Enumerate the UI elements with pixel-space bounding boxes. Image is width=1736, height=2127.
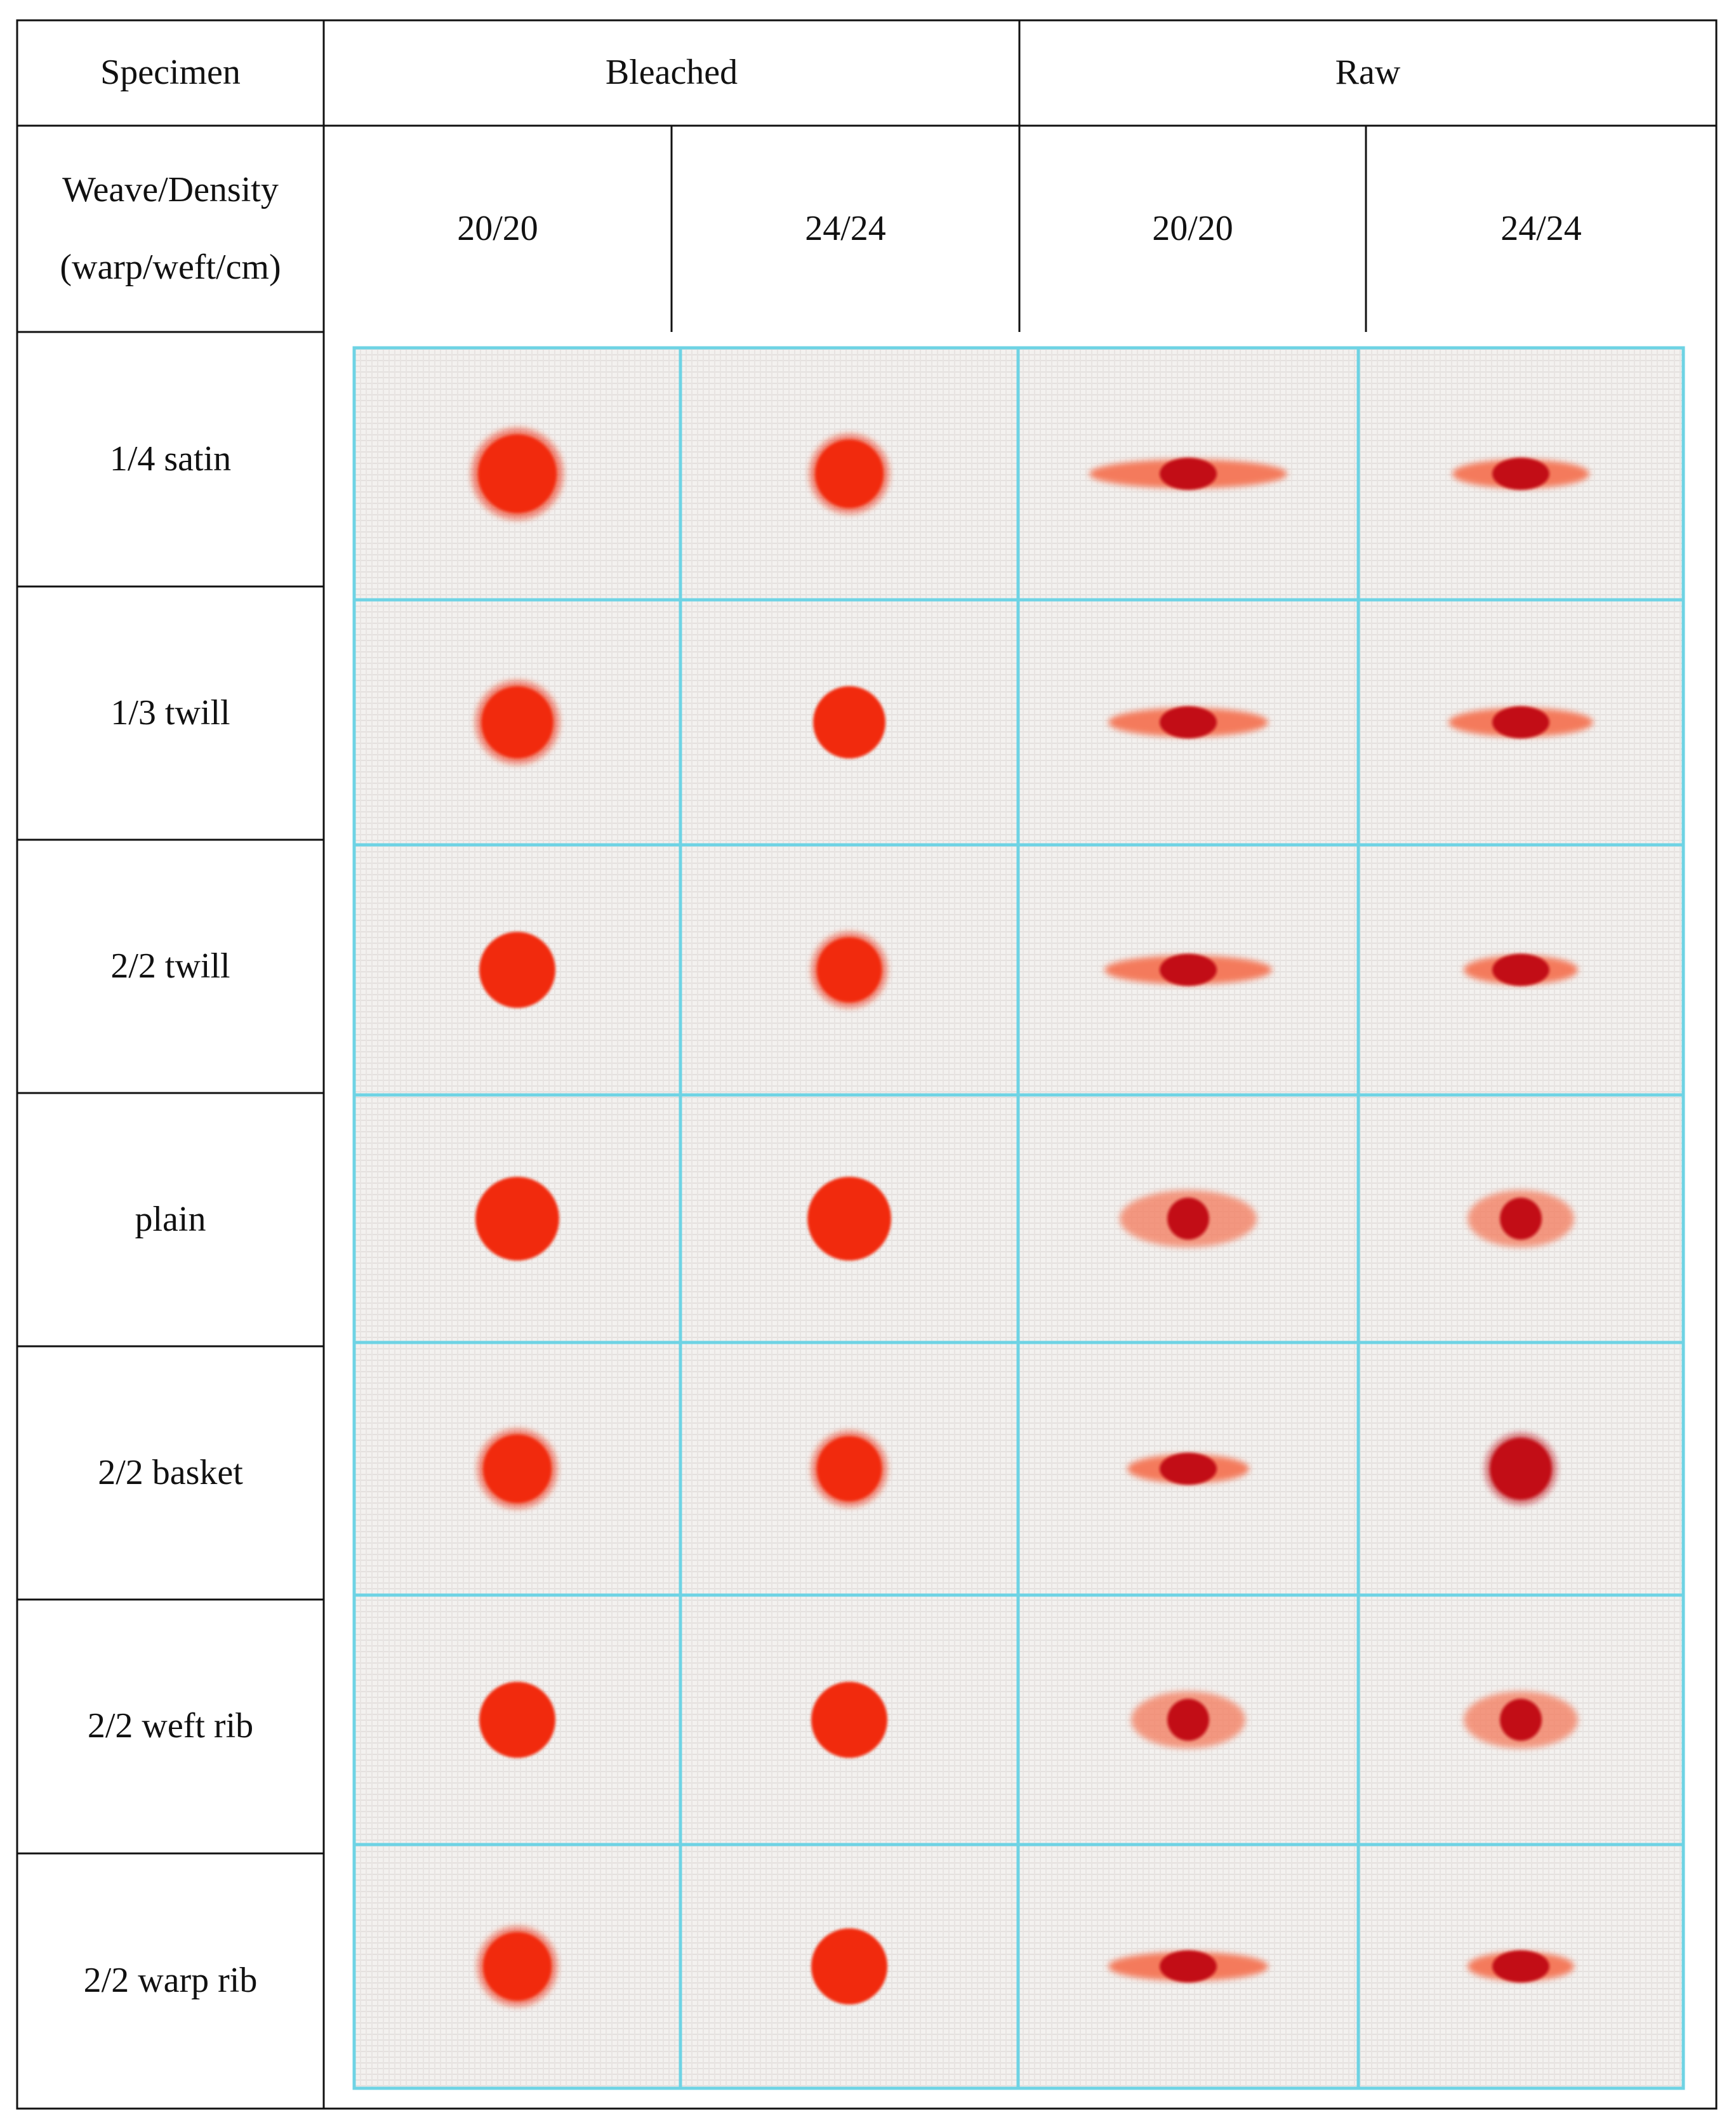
specimen-photo bbox=[1018, 1342, 1358, 1595]
row-label-2-2-twill: 2/2 twill bbox=[17, 840, 324, 1093]
specimen-photo bbox=[680, 1845, 1018, 2088]
stain-core bbox=[1167, 1699, 1209, 1741]
stain-core bbox=[1492, 706, 1549, 739]
weave-name: 2/2 basket bbox=[98, 1452, 243, 1492]
stain-core bbox=[1160, 458, 1217, 490]
row-label-weft-rib: 2/2 weft rib bbox=[17, 1600, 324, 1853]
specimen-photo bbox=[354, 348, 680, 600]
specimen-photo bbox=[354, 1595, 680, 1845]
stain-core bbox=[479, 1681, 555, 1758]
density-col-1-label: 20/20 bbox=[457, 208, 538, 248]
density-col-2-label: 24/24 bbox=[805, 208, 886, 248]
specimen-photo bbox=[354, 600, 680, 845]
stain-core bbox=[1492, 953, 1549, 986]
stain-core bbox=[816, 1436, 882, 1502]
density-col-4: 24/24 bbox=[1366, 126, 1716, 332]
weave-density-label: Weave/Density bbox=[62, 170, 279, 210]
bleached-header-label: Bleached bbox=[605, 53, 738, 93]
specimen-photo bbox=[1018, 600, 1358, 845]
density-col-1: 20/20 bbox=[324, 126, 672, 332]
specimen-photo bbox=[1358, 1845, 1683, 2088]
specimen-header-label: Specimen bbox=[100, 53, 241, 93]
specimen-photo bbox=[680, 1342, 1018, 1595]
specimen-photo bbox=[680, 1595, 1018, 1845]
density-col-4-label: 24/24 bbox=[1501, 208, 1582, 248]
stain-core bbox=[481, 686, 553, 759]
weave-name: 2/2 twill bbox=[110, 946, 230, 986]
stain-core bbox=[1500, 1198, 1542, 1240]
specimen-photo bbox=[680, 1095, 1018, 1342]
row-label-1-3-twill: 1/3 twill bbox=[17, 586, 324, 840]
bleached-header: Bleached bbox=[324, 20, 1019, 126]
specimen-photo bbox=[354, 1095, 680, 1342]
stain-core bbox=[1492, 458, 1549, 490]
row-label-plain: plain bbox=[17, 1093, 324, 1346]
stain-core bbox=[483, 1932, 552, 2001]
row-label-basket: 2/2 basket bbox=[17, 1346, 324, 1600]
stain-core bbox=[479, 932, 555, 1008]
specimen-photo bbox=[354, 1845, 680, 2088]
weave-name: 2/2 warp rib bbox=[83, 1961, 258, 2001]
weave-name: plain bbox=[135, 1199, 206, 1239]
weave-name: 1/3 twill bbox=[110, 692, 230, 732]
stain-core bbox=[1160, 953, 1217, 986]
row-label-warp-rib: 2/2 warp rib bbox=[17, 1853, 324, 2109]
stain-core bbox=[811, 1928, 887, 2004]
stain-core bbox=[1490, 1438, 1552, 1500]
specimen-photo bbox=[1018, 1595, 1358, 1845]
specimen-photo bbox=[680, 600, 1018, 845]
specimen-photo bbox=[680, 845, 1018, 1095]
specimen-photo bbox=[1018, 845, 1358, 1095]
weave-density-header: Weave/Density (warp/weft/cm) bbox=[17, 126, 324, 332]
stain-core bbox=[483, 1435, 552, 1503]
stain-core bbox=[1160, 1452, 1217, 1485]
stain-core bbox=[1160, 706, 1217, 739]
stain-core bbox=[816, 937, 882, 1003]
specimen-photo bbox=[354, 1342, 680, 1595]
specimen-photo bbox=[1358, 1095, 1683, 1342]
stain-core bbox=[1500, 1699, 1542, 1741]
stain-core bbox=[813, 686, 885, 759]
specimen-header: Specimen bbox=[17, 20, 324, 126]
row-label-satin: 1/4 satin bbox=[17, 332, 324, 586]
raw-header-label: Raw bbox=[1335, 53, 1401, 93]
specimen-photo bbox=[1358, 600, 1683, 845]
specimen-photo bbox=[1018, 1845, 1358, 2088]
specimen-photo bbox=[680, 348, 1018, 600]
specimen-photo bbox=[1358, 348, 1683, 600]
stain-core bbox=[815, 439, 884, 508]
density-col-3: 20/20 bbox=[1019, 126, 1366, 332]
raw-header: Raw bbox=[1019, 20, 1716, 126]
stain-core bbox=[1160, 1950, 1217, 1983]
stain-core bbox=[477, 434, 557, 514]
specimen-photo bbox=[1018, 1095, 1358, 1342]
specimen-photo bbox=[1358, 1595, 1683, 1845]
weave-name: 2/2 weft rib bbox=[87, 1706, 254, 1746]
stain-core bbox=[475, 1177, 559, 1261]
weave-density-unit: (warp/weft/cm) bbox=[60, 247, 281, 287]
stain-core bbox=[1492, 1950, 1549, 1983]
density-col-2: 24/24 bbox=[672, 126, 1019, 332]
specimen-photo bbox=[1358, 845, 1683, 1095]
specimen-photo bbox=[1358, 1342, 1683, 1595]
photo-frame-lines bbox=[352, 346, 1685, 2090]
stain-core bbox=[807, 1177, 891, 1261]
stain-core bbox=[811, 1681, 887, 1758]
specimen-photo bbox=[354, 845, 680, 1095]
density-col-3-label: 20/20 bbox=[1152, 208, 1233, 248]
stain-core bbox=[1167, 1198, 1209, 1240]
weave-name: 1/4 satin bbox=[109, 439, 232, 479]
specimen-photo bbox=[1018, 348, 1358, 600]
